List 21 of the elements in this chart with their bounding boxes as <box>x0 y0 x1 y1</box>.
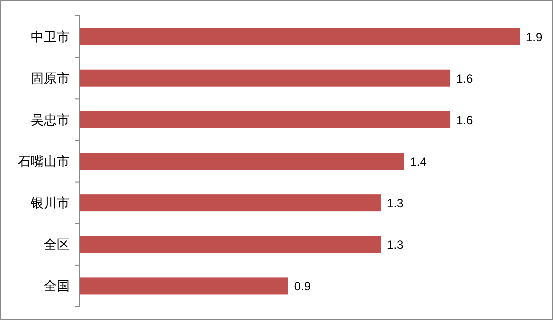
y-tick-label: 石嘴山市 <box>18 154 70 169</box>
y-tick-label: 吴忠市 <box>31 112 70 128</box>
bar <box>80 28 520 46</box>
bar <box>80 111 451 128</box>
y-tick-label: 全国 <box>44 278 70 294</box>
y-tick-label: 中卫市 <box>31 29 70 44</box>
data-label: 1.3 <box>387 196 404 211</box>
y-tick-label: 银川市 <box>30 196 70 211</box>
data-label: 1.4 <box>410 155 428 169</box>
y-tick-label: 全区 <box>44 237 70 252</box>
data-label: 1.6 <box>456 113 474 128</box>
data-label: 1.3 <box>387 238 404 252</box>
bar <box>80 236 382 254</box>
bar <box>80 194 382 212</box>
y-tick-label: 固原市 <box>31 70 70 86</box>
data-label: 0.9 <box>294 280 312 294</box>
bar <box>80 153 404 170</box>
bar <box>80 70 451 87</box>
data-label: 1.9 <box>526 30 544 44</box>
data-label: 1.6 <box>456 72 474 86</box>
bar <box>80 278 288 295</box>
